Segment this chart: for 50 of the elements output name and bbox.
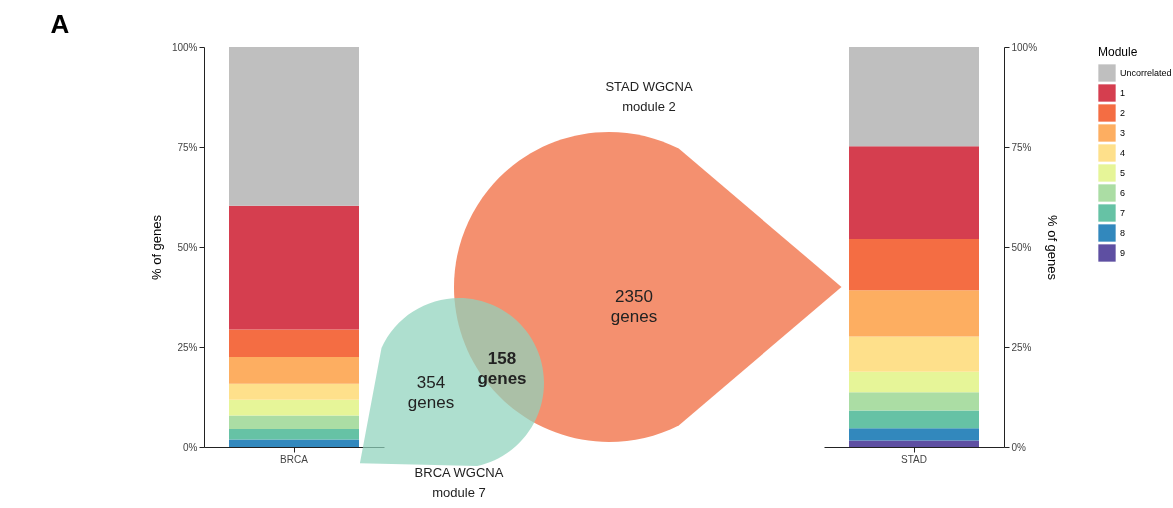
y-tick-label: 0% — [1011, 441, 1027, 453]
bar — [849, 371, 979, 393]
y-axis-title: % of genes — [148, 214, 164, 281]
bar — [229, 383, 359, 400]
bar — [229, 399, 359, 416]
bar — [849, 47, 979, 147]
legend-title: Module — [1098, 45, 1138, 59]
legend-label: 5 — [1120, 168, 1126, 178]
legend-label: Uncorrelated — [1120, 68, 1172, 78]
bar — [849, 392, 979, 411]
y-tick-label: 100% — [1011, 41, 1038, 53]
y-tick-label: 25% — [1011, 341, 1032, 353]
legend-label: 4 — [1120, 148, 1126, 158]
bar — [849, 410, 979, 429]
bar — [229, 47, 359, 206]
chart-title: A — [50, 9, 70, 39]
bar — [849, 290, 979, 337]
bar — [229, 329, 359, 357]
y-axis-title: % of genes — [1045, 214, 1061, 281]
y-tick-label: 0% — [183, 441, 198, 453]
text: 2350 genes — [610, 287, 658, 326]
y-tick-label: 25% — [177, 341, 198, 353]
x-tick-label: BRCA — [280, 453, 309, 465]
y-tick-label: 50% — [177, 241, 198, 253]
y-tick-label: 75% — [1011, 141, 1032, 153]
legend-label: 2 — [1120, 108, 1126, 118]
x-tick-label: STAD — [901, 453, 927, 465]
bar — [849, 146, 979, 239]
legend-label: 7 — [1120, 208, 1126, 218]
bar — [229, 415, 359, 429]
y-tick-label: 100% — [171, 41, 198, 53]
bar — [849, 428, 979, 441]
bar — [849, 440, 979, 447]
y-tick-label: 75% — [177, 141, 198, 153]
bar — [849, 239, 979, 291]
legend-label: 3 — [1120, 128, 1126, 138]
legend-label: 1 — [1120, 88, 1126, 98]
legend-label: 8 — [1120, 228, 1126, 238]
bar — [849, 336, 979, 372]
text: STAD WGCNA module 2 — [605, 79, 693, 114]
legend-label: 9 — [1120, 248, 1126, 258]
text: 354 genes — [407, 373, 455, 412]
legend-label: 6 — [1120, 188, 1126, 198]
text: BRCA WGCNA module 7 — [414, 465, 504, 500]
bar — [229, 429, 359, 440]
y-tick-label: 50% — [1011, 241, 1032, 253]
bar — [229, 439, 359, 447]
bar — [229, 357, 359, 384]
bar — [229, 205, 359, 330]
text: 158 genes — [477, 349, 527, 388]
